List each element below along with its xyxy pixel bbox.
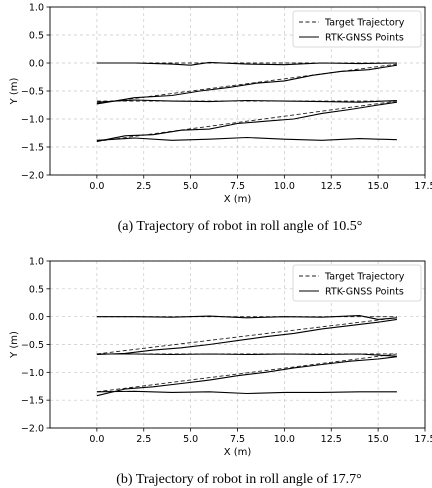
x-tick-label: 0.0 <box>89 181 104 192</box>
figure-caption: (a) Trajectory of robot in roll angle of… <box>118 219 363 234</box>
x-tick-label: 5.0 <box>183 434 198 445</box>
x-tick-label: 12.5 <box>321 181 342 192</box>
x-tick-label: 0.0 <box>89 434 104 445</box>
legend-label-target: Target Trajectory <box>324 272 405 283</box>
chart-panel-b: 0.0 2.5 5.0 7.5 10.0 12.5 15.0 17.5 1.0 0.5 0.0 −0.… <box>9 257 432 488</box>
x-tick-label: 12.5 <box>321 434 342 445</box>
chart-panel-a: 0.0 2.5 5.0 7.5 10.0 12.5 15.0 17.5 1.0 0.5 0.0 −0.… <box>9 3 432 235</box>
y-tick-label: −1.0 <box>21 115 44 126</box>
x-tick-label: 17.5 <box>414 434 432 445</box>
x-tick-label: 15.0 <box>368 181 389 192</box>
legend: Target Trajectory RTK-GNSS Points <box>292 264 422 302</box>
y-tick-label: −1.5 <box>21 396 44 407</box>
rtk-gnss-trace <box>96 136 397 141</box>
y-axis-label: Y (m) <box>9 77 20 105</box>
legend-box <box>292 10 422 48</box>
rtk-gnss-trace <box>96 353 397 357</box>
y-tick-label: 0.0 <box>29 59 44 70</box>
rtk-gnss-trace <box>96 61 397 66</box>
legend-label-rtk: RTK-GNSS Points <box>325 33 404 44</box>
figure-caption: (b) Trajectory of robot in roll angle of… <box>116 472 362 487</box>
x-axis-label: X (m) <box>224 447 252 458</box>
y-tick-label: −0.5 <box>21 340 44 351</box>
plot-frame <box>49 6 426 176</box>
rtk-gnss-trace <box>96 318 397 356</box>
y-tick-label: 1.0 <box>29 3 44 14</box>
target-trajectory-segment <box>96 100 397 142</box>
rtk-gnss-trace <box>96 99 397 103</box>
legend-label-target: Target Trajectory <box>324 18 405 29</box>
y-tick-label: 0.5 <box>29 284 44 295</box>
legend: Target Trajectory RTK-GNSS Points <box>292 10 422 48</box>
target-trajectory-segment <box>96 317 397 355</box>
y-tick-label: −2.0 <box>21 424 44 435</box>
legend-box <box>292 264 422 302</box>
rtk-gnss-trace <box>96 390 397 395</box>
plot-frame <box>49 260 426 429</box>
x-tick-label: 7.5 <box>230 181 245 192</box>
y-axis-label: Y (m) <box>9 331 20 359</box>
x-tick-label: 2.5 <box>136 181 151 192</box>
rtk-gnss-trace <box>96 356 397 397</box>
legend-label-rtk: RTK-GNSS Points <box>325 287 404 298</box>
x-tick-label: 10.0 <box>274 181 295 192</box>
rtk-gnss-trace <box>96 101 397 142</box>
x-tick-label: 2.5 <box>136 434 151 445</box>
y-tick-label: −1.0 <box>21 368 44 379</box>
x-tick-label: 5.0 <box>183 181 198 192</box>
target-trajectory-segment <box>96 353 397 393</box>
x-tick-label: 7.5 <box>230 434 245 445</box>
y-tick-label: 1.0 <box>29 257 44 268</box>
y-tick-label: −2.0 <box>21 171 44 182</box>
y-tick-label: 0.0 <box>29 312 44 323</box>
y-tick-label: −0.5 <box>21 87 44 98</box>
x-tick-label: 15.0 <box>368 434 389 445</box>
target-trajectory-segment <box>96 63 397 104</box>
x-axis-label: X (m) <box>224 194 252 205</box>
rtk-gnss-trace <box>96 64 397 105</box>
y-tick-label: −1.5 <box>21 143 44 154</box>
x-tick-label: 10.0 <box>274 434 295 445</box>
x-tick-label: 17.5 <box>414 181 432 192</box>
y-tick-label: 0.5 <box>29 31 44 42</box>
rtk-gnss-trace <box>96 315 397 320</box>
